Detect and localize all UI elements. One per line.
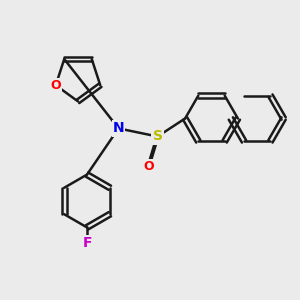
Text: O: O bbox=[50, 79, 61, 92]
Text: F: F bbox=[82, 236, 92, 250]
Text: S: S bbox=[152, 130, 163, 143]
Text: N: N bbox=[113, 122, 124, 135]
Text: O: O bbox=[143, 160, 154, 173]
